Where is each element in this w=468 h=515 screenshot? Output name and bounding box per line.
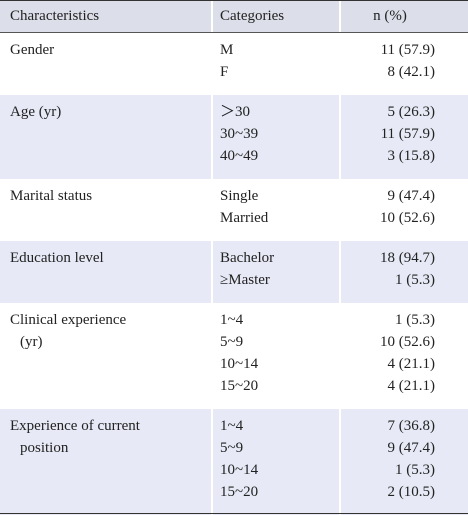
- characteristic: (yr): [20, 334, 43, 350]
- count-percent: 8 (42.1): [387, 64, 436, 80]
- count-percent: 1 (5.3): [395, 462, 435, 478]
- count-percent: 3 (15.8): [387, 148, 436, 164]
- count-percent: 5 (26.3): [387, 104, 436, 120]
- count-percent: 9 (47.4): [387, 188, 436, 204]
- group-row: [0, 95, 468, 179]
- count-percent: 11 (57.9): [380, 42, 435, 58]
- category: F: [220, 64, 229, 80]
- characteristic: Clinical experience: [10, 312, 127, 328]
- header-cell: Categories: [220, 8, 285, 24]
- count-percent: 1 (5.3): [395, 312, 435, 328]
- count-percent: 10 (52.6): [380, 334, 435, 350]
- characteristic: Experience of current: [10, 418, 140, 434]
- category: M: [220, 42, 234, 58]
- group-row: [0, 241, 468, 303]
- count-percent: 4 (21.1): [387, 356, 436, 372]
- category: 1~4: [220, 418, 244, 434]
- category: ＞30: [220, 104, 251, 120]
- category: 10~14: [220, 462, 259, 478]
- count-percent: 10 (52.6): [380, 210, 435, 226]
- category: 10~14: [220, 356, 259, 372]
- category: 15~20: [220, 378, 259, 394]
- header-row: [0, 0, 468, 33]
- group-row: [0, 409, 468, 515]
- category: Single: [220, 188, 259, 204]
- count-percent: 2 (10.5): [387, 484, 436, 500]
- characteristic: Education level: [10, 250, 104, 266]
- count-percent: 18 (94.7): [380, 250, 435, 266]
- header-cell: Characteristics: [10, 8, 100, 24]
- characteristic: Marital status: [10, 188, 93, 204]
- characteristic: position: [20, 440, 69, 456]
- category: 15~20: [220, 484, 259, 500]
- characteristic: Gender: [10, 42, 55, 58]
- count-percent: 11 (57.9): [380, 126, 435, 142]
- header-cell: n (%): [373, 8, 407, 24]
- category: 40~49: [220, 148, 259, 164]
- category: 5~9: [220, 334, 244, 350]
- category: Married: [220, 210, 269, 226]
- category: 1~4: [220, 312, 244, 328]
- category: 30~39: [220, 126, 259, 142]
- category: Bachelor: [220, 250, 275, 266]
- count-percent: 9 (47.4): [387, 440, 436, 456]
- bottom-rule: [0, 513, 468, 514]
- count-percent: 4 (21.1): [387, 378, 436, 394]
- category: 5~9: [220, 440, 244, 456]
- characteristic: Age (yr): [10, 104, 62, 120]
- category: ≥Master: [220, 272, 270, 288]
- count-percent: 1 (5.3): [395, 272, 435, 288]
- count-percent: 7 (36.8): [387, 418, 436, 434]
